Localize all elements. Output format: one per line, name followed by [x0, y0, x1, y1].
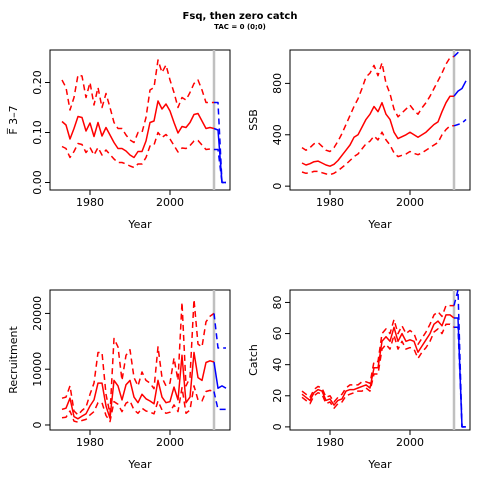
catch-xtick-label-1: 2000 — [396, 436, 424, 449]
catch-xtick-label-0: 1980 — [316, 436, 344, 449]
fbar-ytick-label-1: 0.10 — [31, 120, 44, 145]
catch-ytick-label-1: 20 — [271, 389, 284, 403]
ssb-ylabel: SSB — [247, 109, 260, 131]
ssb-plot-frame — [289, 49, 471, 191]
ssb-series-lower — [301, 125, 454, 176]
fbar-panel: 1980 2000 0.00 0.10 0.20 Year F̅ 3–7 — [7, 49, 231, 231]
ssb-xlabel: Year — [367, 218, 392, 231]
recruitment-series-proj-lower — [213, 391, 226, 411]
recruitment-ytick-label-1: 10000 — [31, 352, 44, 387]
ssb-series-proj-median — [453, 80, 467, 97]
catch-series-proj-lower — [454, 326, 466, 428]
ssb-xtick-label-0: 1980 — [316, 196, 344, 209]
fbar-series-proj-lower — [214, 148, 226, 184]
ssb-series-median — [301, 95, 454, 167]
recruitment-xtick-label-0: 1980 — [76, 436, 104, 449]
ssb-series-proj-upper — [453, 50, 461, 57]
catch-ytick-label-0: 0 — [271, 423, 284, 430]
fbar-ytick-label-0: 0.00 — [31, 170, 44, 195]
recruitment-series-median — [61, 351, 215, 420]
fbar-series-upper — [61, 59, 214, 144]
fbar-series-proj-upper — [214, 101, 226, 184]
fbar-series-proj-median — [213, 127, 226, 184]
catch-ylabel: Catch — [247, 344, 260, 376]
fbar-ylabel: F̅ 3–7 — [7, 105, 20, 134]
recruitment-ytick-label-0: 0 — [31, 421, 44, 428]
ssb-series-proj-lower — [453, 118, 467, 127]
recruitment-series-lower — [61, 385, 215, 423]
catch-plot-frame — [289, 289, 471, 431]
catch-series-median — [301, 314, 455, 406]
ssb-xtick-label-1: 2000 — [396, 196, 424, 209]
recruitment-series-proj-upper — [213, 313, 226, 349]
fbar-ytick-label-2: 0.20 — [31, 70, 44, 95]
catch-ytick-label-2: 40 — [271, 358, 284, 372]
ssb-ytick-label-2: 800 — [271, 73, 284, 94]
recruitment-xlabel: Year — [127, 458, 152, 471]
ssb-series-upper — [301, 55, 455, 153]
recruitment-ylabel: Recruitment — [7, 326, 20, 394]
fbar-plot-frame — [49, 49, 231, 191]
recruitment-xtick-label-1: 2000 — [156, 436, 184, 449]
catch-panel: 1980 2000 0 20 40 60 80 Year Catch — [247, 289, 471, 471]
catch-series-upper — [301, 304, 454, 403]
ssb-ytick-label-1: 400 — [271, 124, 284, 145]
fbar-series-median — [61, 100, 215, 159]
ssb-panel: 1980 2000 0 400 800 Year SSB — [247, 49, 471, 231]
figure-subtitle: TAC = 0 (0;0) — [214, 23, 266, 31]
fbar-xlabel: Year — [127, 218, 152, 231]
ssb-ytick-label-0: 0 — [271, 183, 284, 190]
recruitment-ytick-label-2: 20000 — [31, 296, 44, 331]
fbar-series-lower — [61, 131, 215, 169]
recruitment-series-proj-median — [213, 361, 227, 389]
recruitment-series-upper — [61, 298, 215, 416]
catch-xlabel: Year — [367, 458, 392, 471]
figure-title: Fsq, then zero catch — [182, 11, 298, 22]
fbar-xtick-label-0: 1980 — [76, 196, 104, 209]
fbar-xtick-label-1: 2000 — [156, 196, 184, 209]
catch-ytick-label-3: 60 — [271, 327, 284, 341]
catch-ytick-label-4: 80 — [271, 295, 284, 309]
recruitment-plot-frame — [49, 289, 231, 431]
